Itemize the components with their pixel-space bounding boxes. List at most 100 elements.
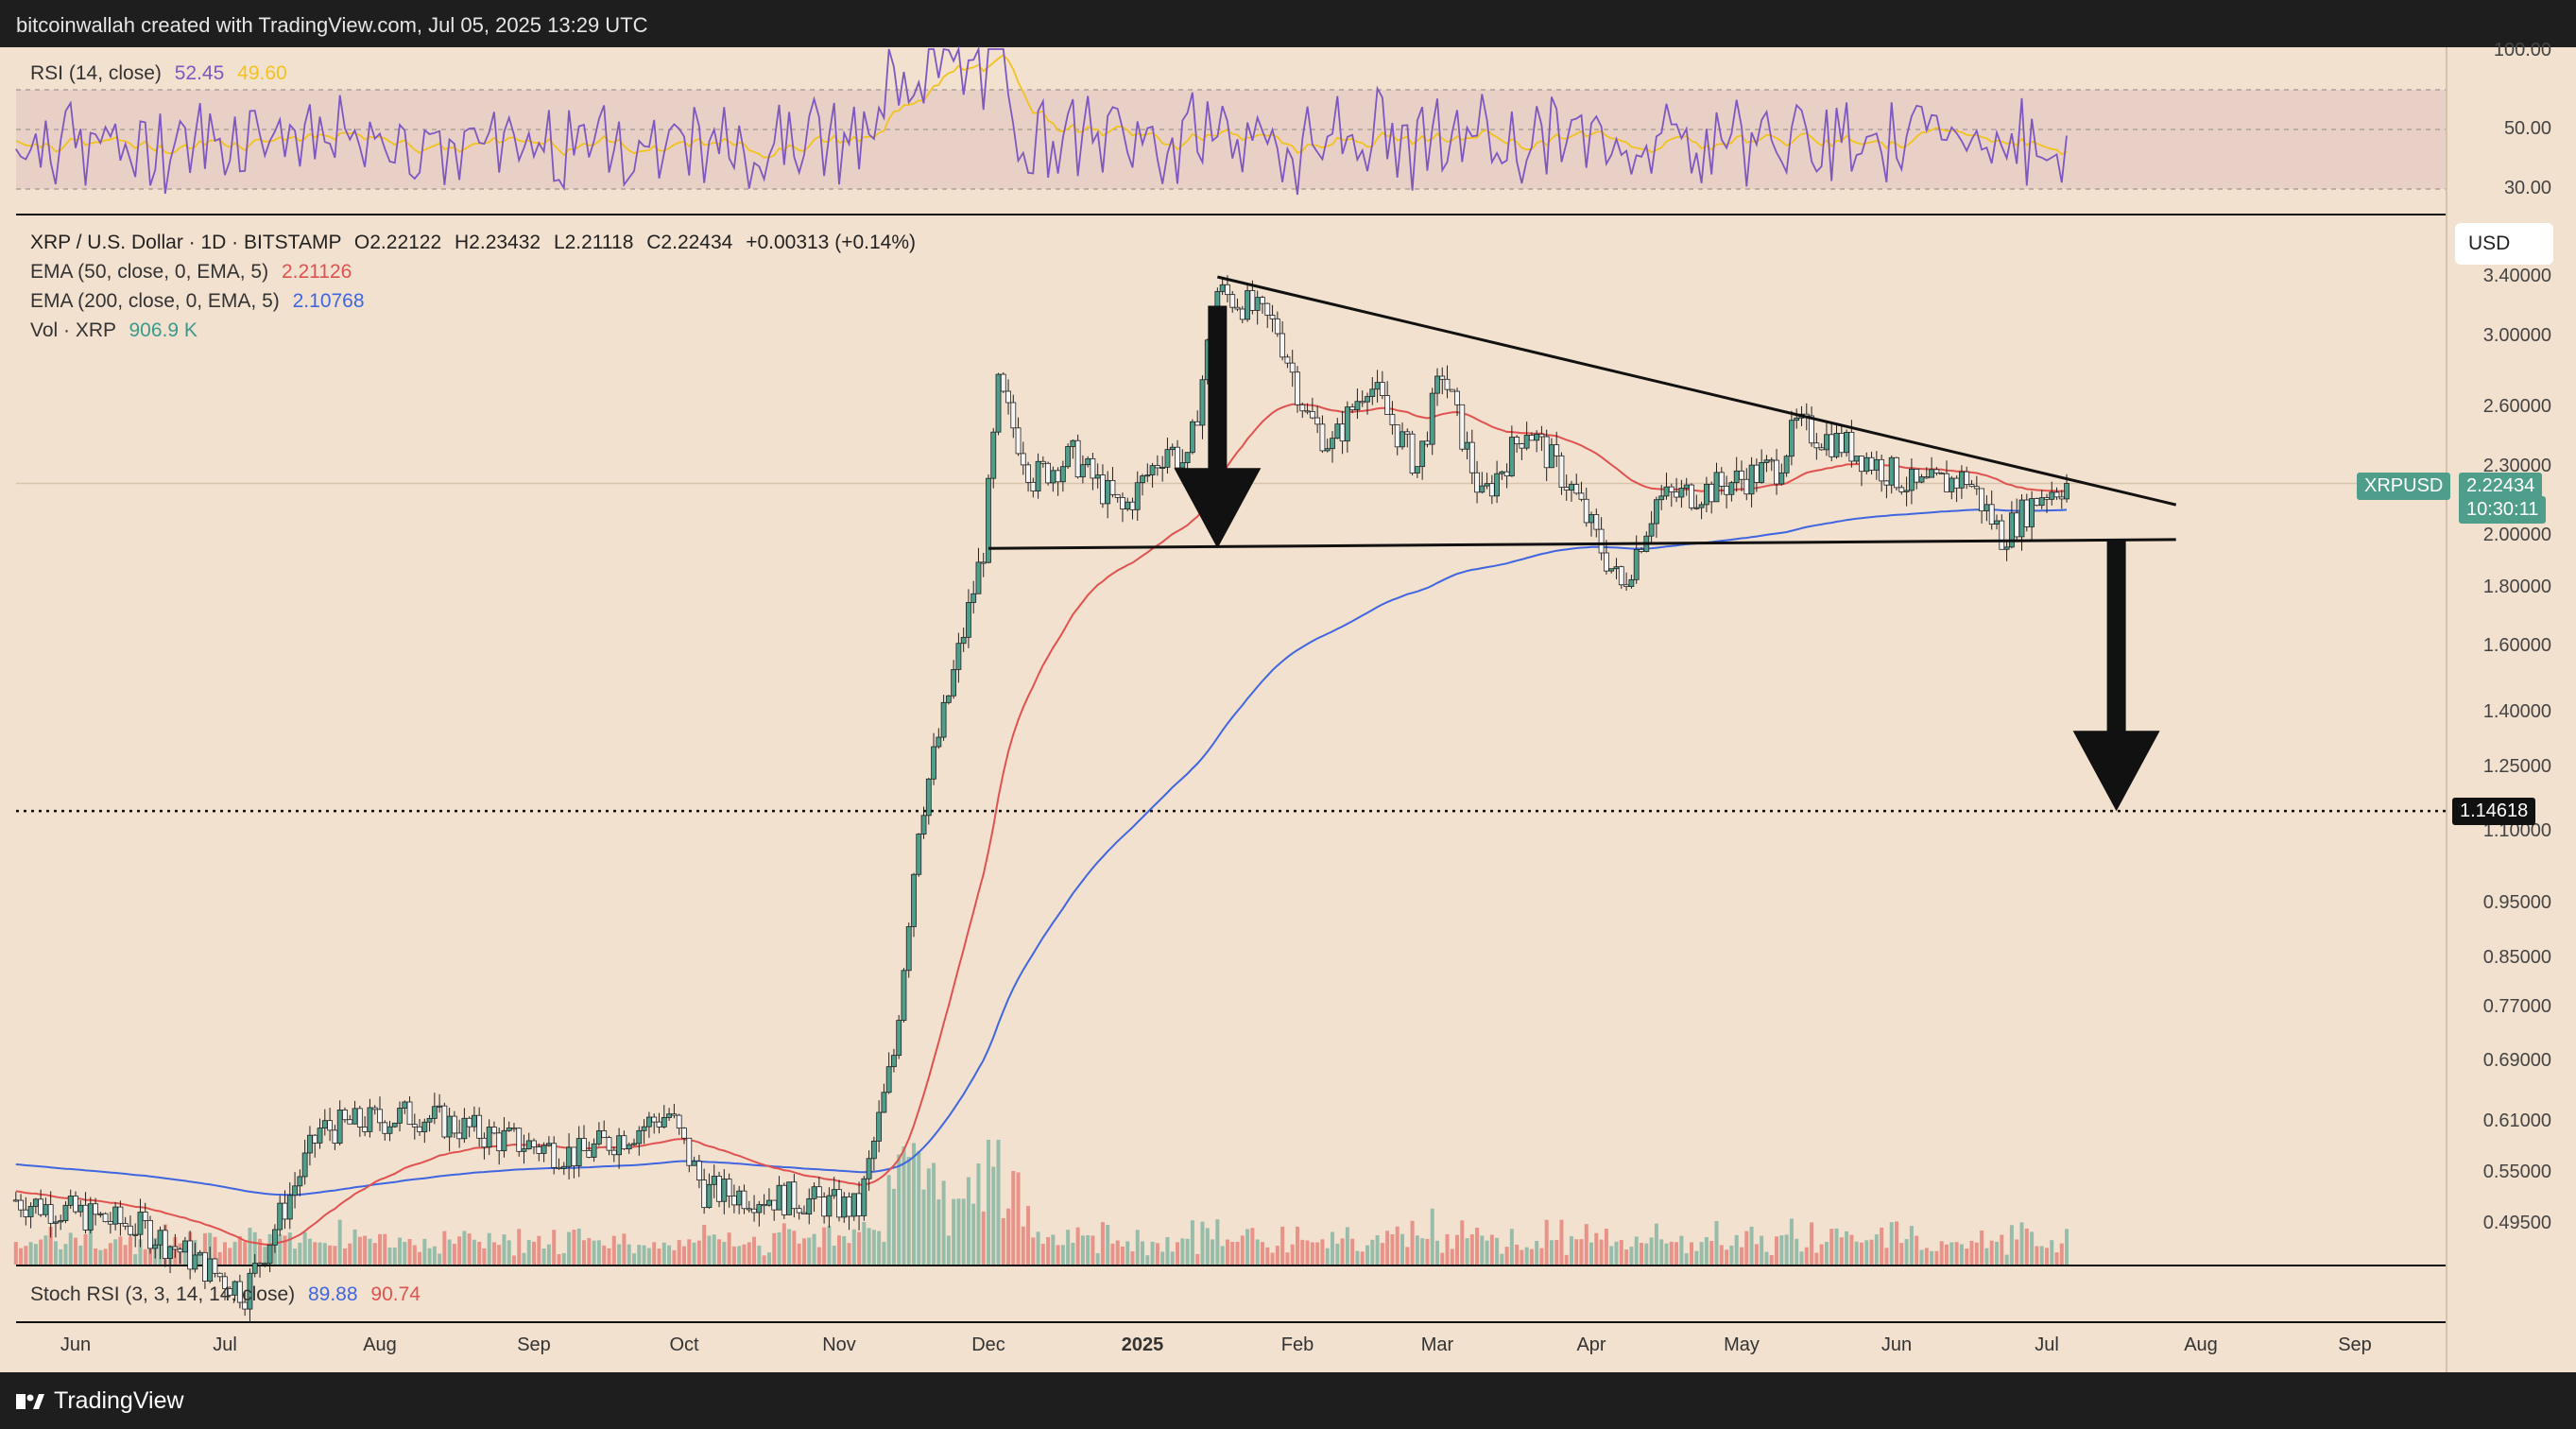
candle-body bbox=[751, 1208, 757, 1214]
candle-body bbox=[1274, 318, 1280, 335]
price-tick: 0.77000 bbox=[2482, 996, 2551, 1017]
volume-bar bbox=[482, 1248, 487, 1265]
candle-body bbox=[1468, 441, 1475, 473]
candle-body bbox=[192, 1254, 198, 1270]
candle-body bbox=[866, 1158, 872, 1179]
volume-bar bbox=[422, 1238, 427, 1265]
volume-bar bbox=[1060, 1245, 1065, 1265]
rsi-legend: RSI (14, close) 52.45 49.60 bbox=[30, 62, 287, 85]
candle-body bbox=[756, 1204, 763, 1214]
volume-bar bbox=[941, 1180, 946, 1265]
candle-body bbox=[706, 1183, 713, 1209]
candle-body bbox=[1479, 485, 1485, 493]
candle-body bbox=[1175, 446, 1180, 469]
volume-bar bbox=[956, 1198, 961, 1265]
volume-bar bbox=[43, 1235, 48, 1265]
candle-body bbox=[1704, 483, 1709, 506]
candle-body bbox=[881, 1092, 887, 1113]
candle-body bbox=[1824, 434, 1829, 451]
volume-bar bbox=[561, 1252, 566, 1265]
candle-body bbox=[1863, 456, 1870, 473]
candle-body bbox=[1105, 479, 1111, 505]
rsi-tick-100: 100.00 bbox=[2493, 40, 2551, 60]
candle-body bbox=[861, 1178, 867, 1216]
candle-body bbox=[1080, 464, 1086, 478]
candle-body bbox=[53, 1221, 59, 1224]
candle-body bbox=[2049, 491, 2055, 500]
volume-bar bbox=[1619, 1240, 1623, 1265]
symbol-legend: XRP / U.S. Dollar · 1D · BITSTAMP O2.221… bbox=[30, 232, 916, 254]
volume-bar bbox=[1520, 1249, 1524, 1265]
volume-bar bbox=[667, 1245, 672, 1265]
time-tick: 2025 bbox=[1121, 1334, 1164, 1355]
volume-bar bbox=[1205, 1228, 1210, 1265]
candle-body bbox=[301, 1152, 308, 1178]
candle-body bbox=[1718, 472, 1725, 487]
candle-body bbox=[1519, 443, 1525, 449]
candle-body bbox=[1689, 484, 1694, 508]
candle-body bbox=[1604, 552, 1609, 572]
volume-bar bbox=[1021, 1226, 1025, 1265]
volume-bar bbox=[1240, 1235, 1245, 1265]
volume-bar bbox=[1420, 1238, 1425, 1265]
volume-bar bbox=[83, 1233, 88, 1265]
candle-body bbox=[1369, 388, 1376, 397]
volume-bar bbox=[807, 1237, 812, 1265]
volume-bar bbox=[2019, 1222, 2024, 1265]
candle-body bbox=[940, 701, 947, 738]
volume-bar bbox=[328, 1245, 333, 1265]
volume-bar bbox=[2015, 1239, 2019, 1265]
candle-body bbox=[496, 1132, 503, 1152]
volume-bar bbox=[1400, 1233, 1404, 1265]
volume-bar bbox=[1425, 1238, 1430, 1265]
candle-body bbox=[1499, 471, 1505, 474]
volume-bar bbox=[611, 1235, 616, 1265]
candle-body bbox=[441, 1105, 448, 1138]
candle-body bbox=[1848, 431, 1855, 462]
volume-bar bbox=[712, 1234, 716, 1265]
volume-bar bbox=[522, 1252, 526, 1265]
candle-body bbox=[446, 1115, 453, 1138]
price-tick: 0.95000 bbox=[2482, 892, 2551, 913]
rsi-panel-divider bbox=[16, 214, 2446, 215]
candle-body bbox=[27, 1206, 34, 1217]
volume-bar bbox=[727, 1232, 731, 1265]
candle-body bbox=[1309, 410, 1315, 419]
candle-body bbox=[142, 1212, 148, 1221]
volume-bar bbox=[298, 1242, 302, 1265]
price-tick: 0.85000 bbox=[2482, 947, 2551, 968]
volume-bar bbox=[1011, 1171, 1016, 1265]
candle-body bbox=[610, 1149, 617, 1156]
candle-body bbox=[47, 1204, 54, 1224]
stoch-d-value: 90.74 bbox=[370, 1283, 421, 1305]
volume-bar bbox=[1634, 1236, 1639, 1265]
volume-bar bbox=[1500, 1253, 1504, 1265]
volume-bar bbox=[762, 1255, 766, 1265]
volume-bar bbox=[74, 1237, 77, 1265]
candle-body bbox=[1439, 375, 1446, 380]
candle-body bbox=[411, 1124, 418, 1128]
candle-body bbox=[1914, 469, 1920, 483]
volume-bar bbox=[1040, 1244, 1045, 1265]
volume-bar bbox=[507, 1240, 511, 1265]
candle-body bbox=[1474, 472, 1480, 493]
volume-bar bbox=[1100, 1222, 1105, 1265]
candle-body bbox=[1613, 566, 1620, 570]
currency-button[interactable]: USD bbox=[2455, 223, 2553, 265]
candle-body bbox=[586, 1149, 592, 1158]
candle-body bbox=[821, 1197, 828, 1217]
candle-body bbox=[67, 1196, 74, 1206]
volume-bar bbox=[731, 1246, 736, 1265]
candle-body bbox=[531, 1140, 537, 1148]
volume-bar bbox=[1145, 1255, 1150, 1265]
candle-body bbox=[1065, 446, 1072, 468]
volume-bar bbox=[646, 1248, 651, 1265]
volume-bar bbox=[1115, 1240, 1120, 1265]
volume-bar bbox=[1031, 1237, 1036, 1265]
time-tick: Mar bbox=[1420, 1334, 1454, 1355]
volume-bar bbox=[2065, 1229, 2069, 1265]
volume-bar bbox=[1509, 1229, 1514, 1265]
price-tick: 2.00000 bbox=[2482, 525, 2551, 545]
volume-bar bbox=[1544, 1219, 1549, 1265]
